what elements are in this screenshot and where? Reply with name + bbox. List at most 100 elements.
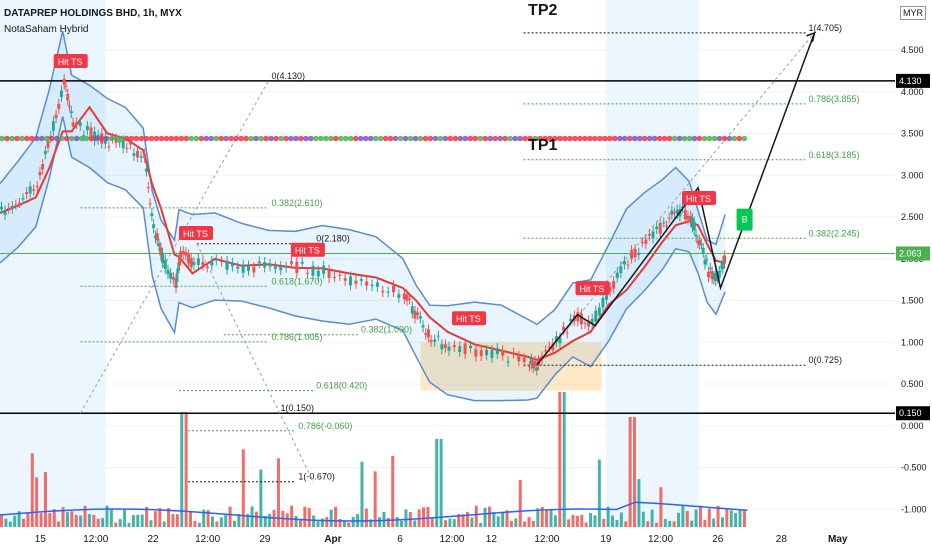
volume-bar [162,521,166,527]
currency-button[interactable]: MYR [900,6,926,20]
hit-ts-badge [681,190,716,205]
candle-body [257,261,261,264]
candle-body [284,266,288,268]
signal-dot [143,135,150,142]
volume-bar [422,507,426,527]
signal-dot [283,135,289,142]
signal-dot [582,135,588,142]
signal-dot [347,135,354,142]
volume-bar [123,509,127,527]
candle-body [187,254,191,264]
volume-bar [263,515,267,527]
price-tick: 1.000 [901,337,924,347]
fibonacci-levels: 0(4.130) 0.382(2.610) 0(2.180) 0.618(1.670)… [80,23,860,483]
candle-body [590,318,594,324]
signal-dot [671,135,678,142]
signal-dot [238,135,244,142]
candle-body [410,306,414,314]
candle-body [416,312,420,315]
hit-ts-badge [451,311,486,326]
signal-dot [148,135,155,142]
candle-body [699,244,703,246]
volume-bar [254,511,258,527]
candle-body [332,276,336,278]
volume-bar [237,514,241,527]
volume-bar [65,512,69,527]
volume-bar [268,513,272,527]
volume-bar [175,514,179,527]
signal-dot [288,135,294,142]
candle-body [236,266,240,269]
volume-bar [676,512,680,527]
candle-body [721,260,725,269]
signal-dot [572,135,578,142]
volume-bar [70,511,74,527]
candle-body [655,226,659,230]
candle-body [54,114,58,119]
signal-dot [253,135,259,142]
volume-bar [285,513,289,527]
signal-dot [592,135,598,142]
candle-body [707,271,711,278]
candle-body [558,337,562,344]
candle-body [608,287,612,292]
signal-dot [273,135,279,142]
candle-body [386,291,390,293]
volume-bar [646,521,650,527]
volume-bar [492,511,496,527]
candle-body [3,210,7,215]
candle-body [622,261,626,265]
signal-dot [63,135,70,142]
signal-dot [93,135,100,142]
candle-body [712,276,716,280]
price-axis: 4.5004.0003.5003.0002.5002.0001.5001.000… [895,0,932,527]
price-badge-label: 0.150 [899,408,922,418]
fib-label: 0.382(2.610) [272,198,323,208]
volume-bar [114,522,118,527]
volume-bar [0,514,3,527]
signal-dot [24,135,30,142]
candle-body [175,277,179,282]
candle-body [547,346,551,348]
candle-body [673,212,677,214]
volume-bar [659,487,663,527]
volume-bar [232,520,236,527]
candle-body [311,265,315,276]
candle-body [354,280,358,284]
candle-body [82,135,86,137]
candle-body [647,233,651,236]
volume-bar [470,517,474,527]
signal-dot [29,135,35,142]
volume-bar [57,521,61,527]
signal-dot [328,135,334,142]
candle-body [327,269,331,279]
fib-label: 1(4.705) [809,23,843,33]
volume-bar [487,506,491,527]
candle-body [178,258,182,266]
candle-body [38,171,42,176]
signal-dot [646,135,653,142]
signal-dot [527,135,533,142]
volume-bar [360,461,364,527]
signal-dot [78,135,85,142]
volume-bar [92,514,96,527]
candle-body [121,140,125,149]
volume-bar [514,518,518,527]
signal-dot [218,135,225,142]
signal-dot [223,135,229,142]
volume-bar [219,517,223,527]
candle-body [28,186,32,194]
signal-dot [626,135,633,142]
volume-bar [52,509,56,527]
signal-dot [133,135,140,142]
candle-body [597,307,601,316]
signal-dot [138,135,145,142]
signal-dot [517,135,523,142]
candle-body [619,266,623,274]
candle-body [517,355,521,362]
candle-body [447,346,451,351]
candle-body [68,105,72,107]
volume-bar [465,511,469,527]
volume-bar [527,517,531,527]
